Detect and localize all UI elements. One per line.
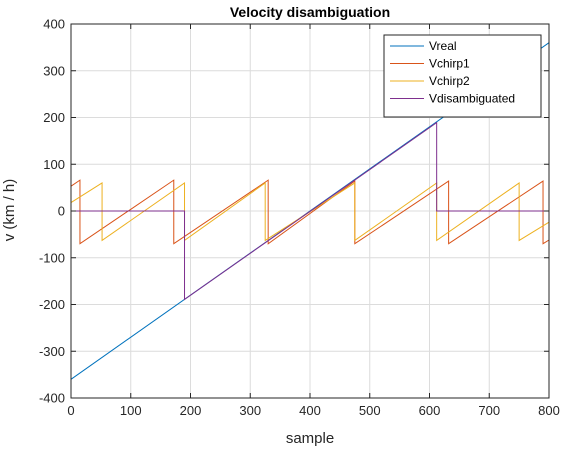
chart-title: Velocity disambiguation [230,4,390,20]
x-axis-label: sample [286,430,334,447]
y-tick-label: 300 [43,63,65,78]
y-tick-label: 100 [43,157,65,172]
legend-label: Vdisambiguated [429,92,515,106]
series-line-vchirp1 [70,179,550,245]
y-tick-label: 200 [43,110,65,125]
x-tick-label: 800 [538,403,560,418]
legend-label: Vreal [429,39,457,53]
y-tick-label: -200 [39,297,65,312]
x-tick-label: 100 [120,403,142,418]
x-tick-label: 600 [419,403,441,418]
x-tick-label: 400 [299,403,321,418]
x-tick-label: 200 [180,403,202,418]
y-tick-label: -400 [39,391,65,406]
series-line-vdisambiguated [71,121,549,301]
x-tick-label: 500 [359,403,381,418]
y-tick-label: -100 [39,250,65,265]
legend: Vreal Vchirp1 Vchirp2 Vdisambiguated [383,34,542,118]
x-tick-label: 700 [478,403,500,418]
ticks: 0 100 200 300 400 500 600 700 800 -400 -300 -200 -10… [39,17,560,419]
legend-label: Vchirp2 [429,74,470,88]
x-tick-label: 0 [67,403,74,418]
x-tick-label: 300 [239,403,261,418]
y-axis-label: v (km / h) [1,179,18,242]
legend-label: Vchirp1 [429,57,470,71]
y-tick-label: -300 [39,344,65,359]
y-tick-label: 0 [58,204,65,219]
legend-box [383,34,542,118]
y-tick-label: 400 [43,17,65,32]
